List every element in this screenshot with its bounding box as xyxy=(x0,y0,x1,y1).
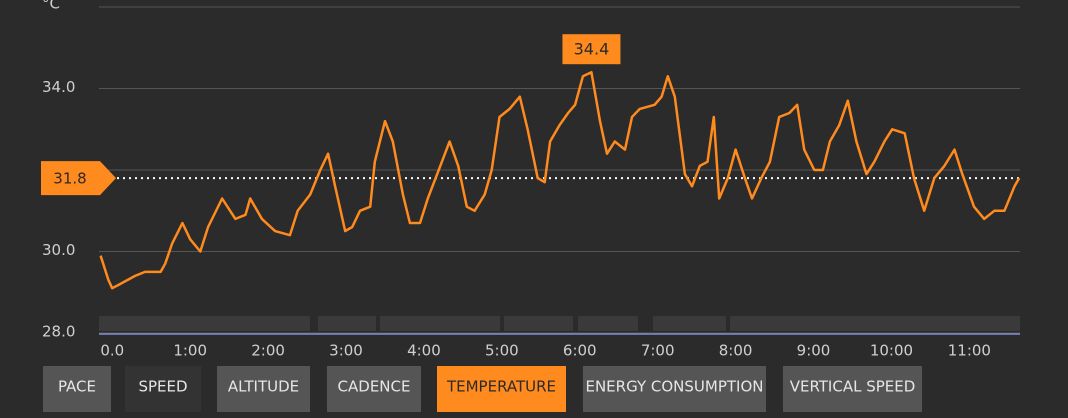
x-tick-label: 1:00 xyxy=(173,342,207,360)
y-axis-unit: °C xyxy=(42,0,60,13)
tab[interactable]: VERTICAL SPEED xyxy=(783,366,922,412)
tab[interactable]: TEMPERATURE xyxy=(437,366,566,412)
x-tick-label: 3:00 xyxy=(329,342,363,360)
tab-background[interactable] xyxy=(217,366,310,412)
x-tick-label: 11:00 xyxy=(948,342,991,360)
tab-background[interactable] xyxy=(43,366,111,412)
x-tick-label: 10:00 xyxy=(870,342,913,360)
tab[interactable]: ENERGY CONSUMPTION xyxy=(583,366,766,412)
tab-bar: PACE SPEED ALTITUDE CADENCE TEMPERATURE ENERG… xyxy=(43,366,922,412)
tab-label[interactable]: CADENCE xyxy=(338,378,411,396)
y-tick-label: 34.0 xyxy=(42,78,75,96)
tab-label[interactable]: PACE xyxy=(58,378,96,396)
tab-label[interactable]: ENERGY CONSUMPTION xyxy=(585,378,763,396)
max-label-box xyxy=(562,34,621,65)
y-tick-label: 30.0 xyxy=(42,241,75,259)
tab[interactable]: SPEED xyxy=(125,366,201,412)
tab-background[interactable] xyxy=(327,366,421,412)
tab-label[interactable]: VERTICAL SPEED xyxy=(790,378,916,396)
max-label: 34.4 xyxy=(574,40,610,59)
tab[interactable]: CADENCE xyxy=(327,366,421,412)
x-tick-label: 6:00 xyxy=(563,342,597,360)
tab-background[interactable] xyxy=(125,366,201,412)
temperature-line xyxy=(99,70,1021,290)
tab-label[interactable]: ALTITUDE xyxy=(228,378,299,396)
x-tick-label: 9:00 xyxy=(797,342,831,360)
x-tick-label: 5:00 xyxy=(485,342,519,360)
tab-background[interactable] xyxy=(783,366,922,412)
tab[interactable]: PACE xyxy=(43,366,111,412)
tab-background[interactable] xyxy=(583,366,766,412)
tab[interactable]: ALTITUDE xyxy=(217,366,310,412)
tab-label[interactable]: SPEED xyxy=(138,378,187,396)
segment-strip xyxy=(99,316,1020,331)
x-tick-label: 0.0 xyxy=(100,342,124,360)
x-tick-label: 7:00 xyxy=(641,342,675,360)
x-tick-label: 8:00 xyxy=(719,342,753,360)
average-label: 31.8 xyxy=(53,170,86,188)
tab-background[interactable] xyxy=(437,366,566,412)
y-tick-label: 28.0 xyxy=(42,323,75,341)
tab-label[interactable]: TEMPERATURE xyxy=(446,378,556,396)
x-tick-label: 4:00 xyxy=(407,342,441,360)
x-tick-label: 2:00 xyxy=(251,342,285,360)
average-marker xyxy=(41,161,116,196)
